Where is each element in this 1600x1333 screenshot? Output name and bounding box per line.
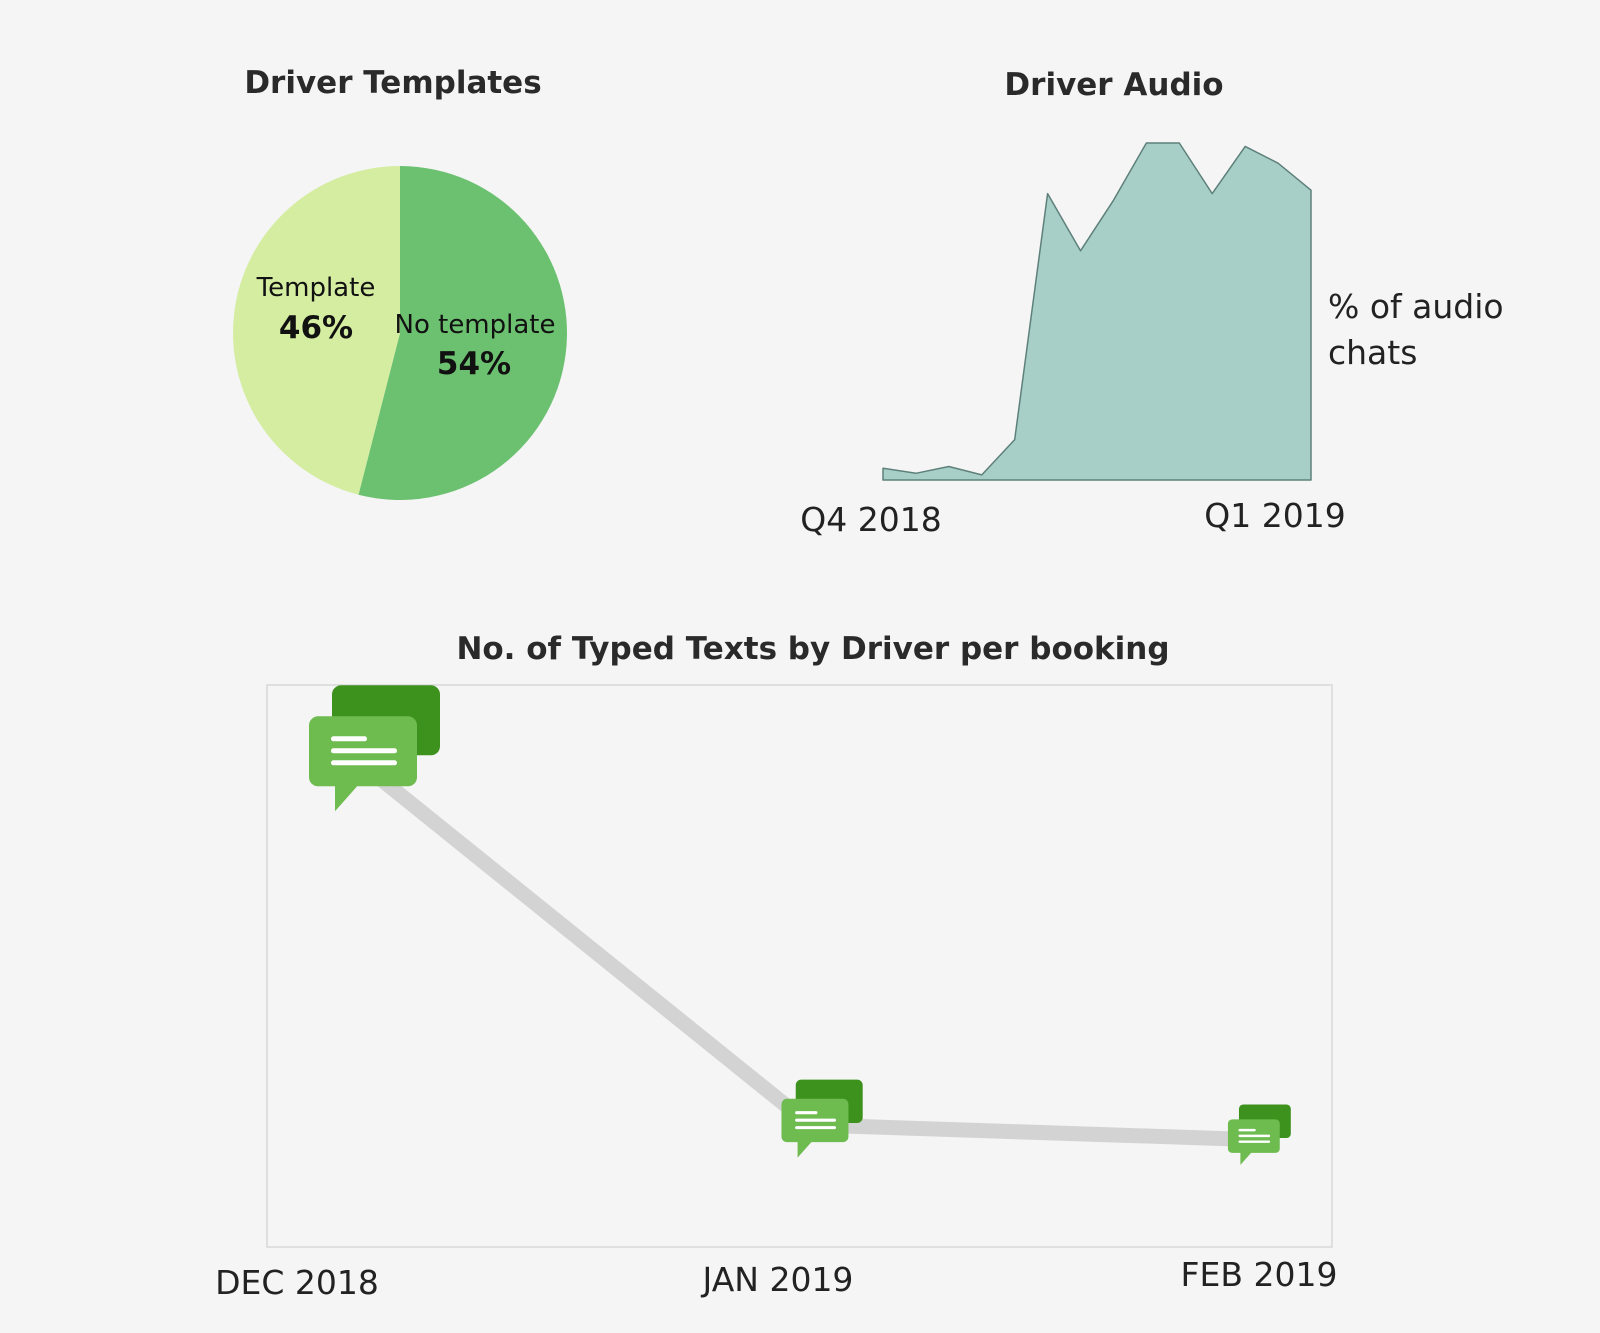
- pie-slices: [232, 166, 567, 500]
- pie-slice-no-template: [358, 166, 567, 500]
- audio-x-label-end: Q1 2019: [1204, 496, 1345, 535]
- typed-x-label-jan-2019: JAN 2019: [701, 1260, 854, 1299]
- audio-y-label-line1: % of audio: [1328, 287, 1504, 326]
- pie-label-template: Template: [256, 273, 376, 303]
- audio-area-series: [882, 142, 1312, 481]
- typed-texts-chart: No. of Typed Texts by Driver per booking…: [215, 631, 1337, 1302]
- audio-y-label-line2: chats: [1328, 333, 1417, 372]
- pie-value-template: 46%: [279, 310, 353, 346]
- driver-audio-title: Driver Audio: [1004, 67, 1223, 103]
- pie-label-no-template: No template: [395, 310, 556, 340]
- typed-x-label-feb-2019: FEB 2019: [1181, 1255, 1338, 1294]
- chat-bubbles-icon: [309, 685, 440, 812]
- typed-x-label-dec-2018: DEC 2018: [215, 1263, 379, 1302]
- pie-value-no-template: 54%: [437, 346, 511, 382]
- typed-texts-title: No. of Typed Texts by Driver per booking: [456, 631, 1169, 667]
- pie-slice-template: [232, 166, 400, 495]
- line-segment: [802, 1117, 1258, 1147]
- line-segment: [347, 750, 818, 1133]
- typed-texts-line: [347, 750, 1258, 1147]
- driver-audio-chart: Driver Audio Q4 2018 Q1 2019 % of audio …: [800, 67, 1503, 539]
- driver-templates-chart: Driver Templates Template 46% No templat…: [232, 65, 567, 500]
- audio-x-label-start: Q4 2018: [800, 500, 941, 539]
- plot-frame: [266, 684, 1333, 1248]
- driver-templates-title: Driver Templates: [244, 65, 541, 101]
- chat-bubbles-icon: [781, 1079, 863, 1158]
- chat-bubbles-icon: [1227, 1104, 1291, 1165]
- typed-texts-markers: [309, 685, 1291, 1165]
